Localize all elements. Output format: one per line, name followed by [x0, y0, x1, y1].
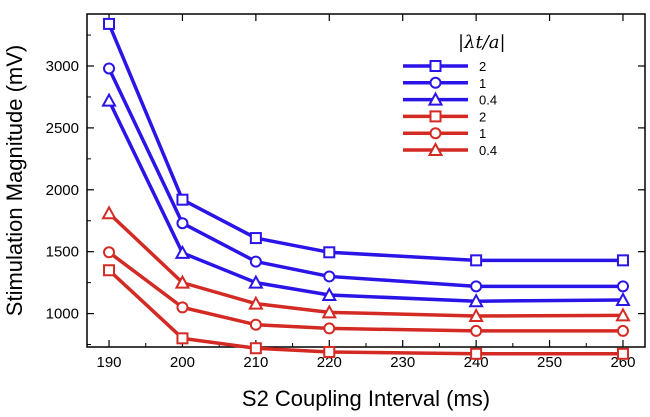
data-point [321, 304, 337, 319]
series-5 [103, 246, 629, 337]
data-point [468, 293, 484, 308]
legend-entry-label: 2 [479, 109, 486, 124]
data-point [101, 205, 117, 220]
series-line [107, 67, 623, 289]
data-point [103, 246, 116, 259]
legend-swatch-marker [429, 76, 442, 89]
data-point [248, 274, 264, 289]
data-point [615, 291, 631, 306]
legend-entry-label: 1 [479, 126, 486, 141]
y-axis-label: Stimulation Magnitude (mV) [2, 45, 27, 316]
series-2 [103, 62, 629, 293]
data-point [470, 280, 483, 293]
data-point [249, 318, 262, 331]
x-tick-label: 230 [390, 354, 415, 371]
series-line [107, 99, 623, 303]
legend-entry-label: 1 [479, 76, 486, 91]
legend-swatch-marker [427, 91, 444, 106]
x-tick-label: 200 [170, 354, 195, 371]
data-point [615, 307, 631, 322]
data-point [616, 254, 629, 267]
legend-swatch-marker [427, 141, 444, 156]
x-tick-label: 190 [97, 354, 122, 371]
legend-title: |λt/a| [458, 32, 506, 53]
legend-entry-label: 0.4 [479, 143, 497, 158]
y-tick-label: 2000 [46, 182, 79, 199]
legend-swatch-marker [429, 127, 442, 140]
y-tick-label: 1500 [46, 244, 79, 261]
x-axis-label: S2 Coupling Interval (ms) [242, 386, 490, 411]
legend-swatch-marker [429, 110, 442, 123]
x-tick-label: 210 [243, 354, 268, 371]
series-line [107, 212, 623, 318]
data-point [249, 342, 262, 355]
data-point [616, 324, 629, 337]
data-point [616, 280, 629, 293]
legend-entry-label: 0.4 [479, 93, 497, 108]
series-layer [101, 17, 631, 360]
y-tick-label: 3000 [46, 58, 79, 75]
data-point [103, 62, 116, 75]
data-point [323, 345, 336, 358]
series-line [107, 23, 623, 263]
data-point [248, 295, 264, 310]
x-tick-label: 250 [537, 354, 562, 371]
x-tick-label: 260 [610, 354, 635, 371]
legend-swatch-marker [429, 60, 442, 72]
series-line [107, 250, 623, 333]
data-point [468, 307, 484, 323]
data-point [103, 264, 116, 277]
data-point [470, 254, 483, 267]
data-point [249, 232, 262, 245]
data-point [323, 322, 336, 335]
data-point [470, 347, 483, 360]
data-point [176, 193, 189, 206]
series-1 [103, 17, 629, 267]
data-point [470, 324, 483, 337]
x-tick-label: 240 [464, 354, 489, 371]
data-point [323, 246, 336, 259]
x-tick-label: 220 [317, 354, 342, 371]
data-point [321, 286, 337, 302]
series-6 [101, 205, 631, 323]
axes-layer: 190 200 210 220 230 240 250 260 1000 1500 2000 2500… [46, 13, 646, 371]
data-point [101, 92, 117, 107]
data-point [616, 347, 629, 360]
series-line [107, 268, 623, 356]
series-4 [103, 264, 629, 360]
data-point [174, 274, 191, 289]
series-3 [101, 92, 631, 308]
data-point [174, 244, 191, 259]
y-tick-label: 2500 [46, 120, 79, 137]
data-point [176, 332, 189, 345]
legend-entry-label: 2 [479, 59, 486, 74]
data-point [323, 270, 336, 283]
y-tick-label: 1000 [46, 306, 79, 323]
data-point [103, 17, 116, 30]
data-point [249, 255, 262, 268]
data-point [176, 301, 189, 314]
data-point [176, 217, 189, 230]
